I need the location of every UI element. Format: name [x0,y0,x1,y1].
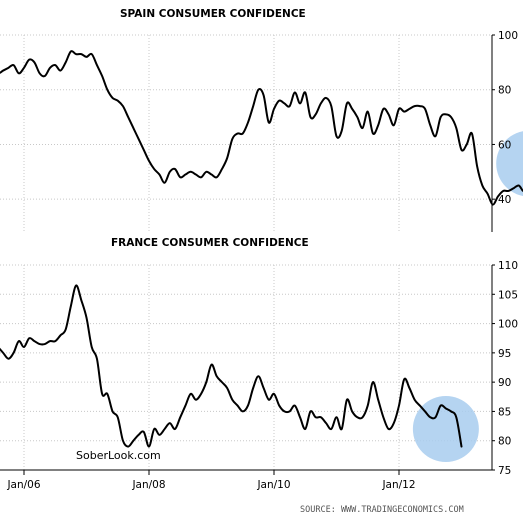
france-y-tick-label: 110 [498,260,518,272]
spain-series [0,50,523,206]
france-y-ticks: 75 80 85 90 95 100 105 110 [498,260,518,477]
france-highlight [412,396,479,462]
france-y-tick-label: 95 [498,348,511,360]
france-y-tick-label: 75 [498,465,511,477]
france-axis [491,264,495,471]
x-tick-label: Jan/06 [6,479,40,491]
spain-y-tick-label: 60 [498,139,511,151]
france-series [0,284,463,448]
france-y-tick-label: 80 [498,436,511,448]
france-chart: FRANCE CONSUMER CONFIDENCE 75 80 85 90 95 100… [0,237,518,477]
france-highlight-circle [412,396,479,462]
spain-highlight [496,131,523,196]
spain-axis [491,34,495,232]
spain-series-line [0,50,523,206]
france-series-line [0,284,463,448]
spain-chart-title: SPAIN CONSUMER CONFIDENCE [120,8,306,20]
spain-grid [0,34,492,232]
spain-y-tick-label: 40 [498,194,511,206]
x-tick-label: Jan/12 [381,479,415,491]
x-axis-ticks: Jan/06 Jan/08 Jan/10 Jan/12 [0,469,492,491]
france-y-tick-label: 90 [498,377,511,389]
x-tick-label: Jan/10 [256,479,290,491]
spain-y-tick-label: 80 [498,85,511,97]
france-y-tick-label: 100 [498,319,518,331]
spain-y-tick-label: 100 [498,30,518,42]
spain-chart: SPAIN CONSUMER CONFIDENCE 40 60 80 100 [0,8,523,232]
france-y-tick-label: 85 [498,406,511,418]
source-note: SOURCE: WWW.TRADINGECONOMICS.COM [300,505,464,515]
spain-highlight-circle [496,131,523,196]
france-chart-title: FRANCE CONSUMER CONFIDENCE [111,237,309,249]
watermark: SoberLook.com [76,449,161,462]
france-y-tick-label: 105 [498,289,518,301]
spain-y-ticks: 40 60 80 100 [498,30,518,206]
x-tick-label: Jan/08 [131,479,165,491]
